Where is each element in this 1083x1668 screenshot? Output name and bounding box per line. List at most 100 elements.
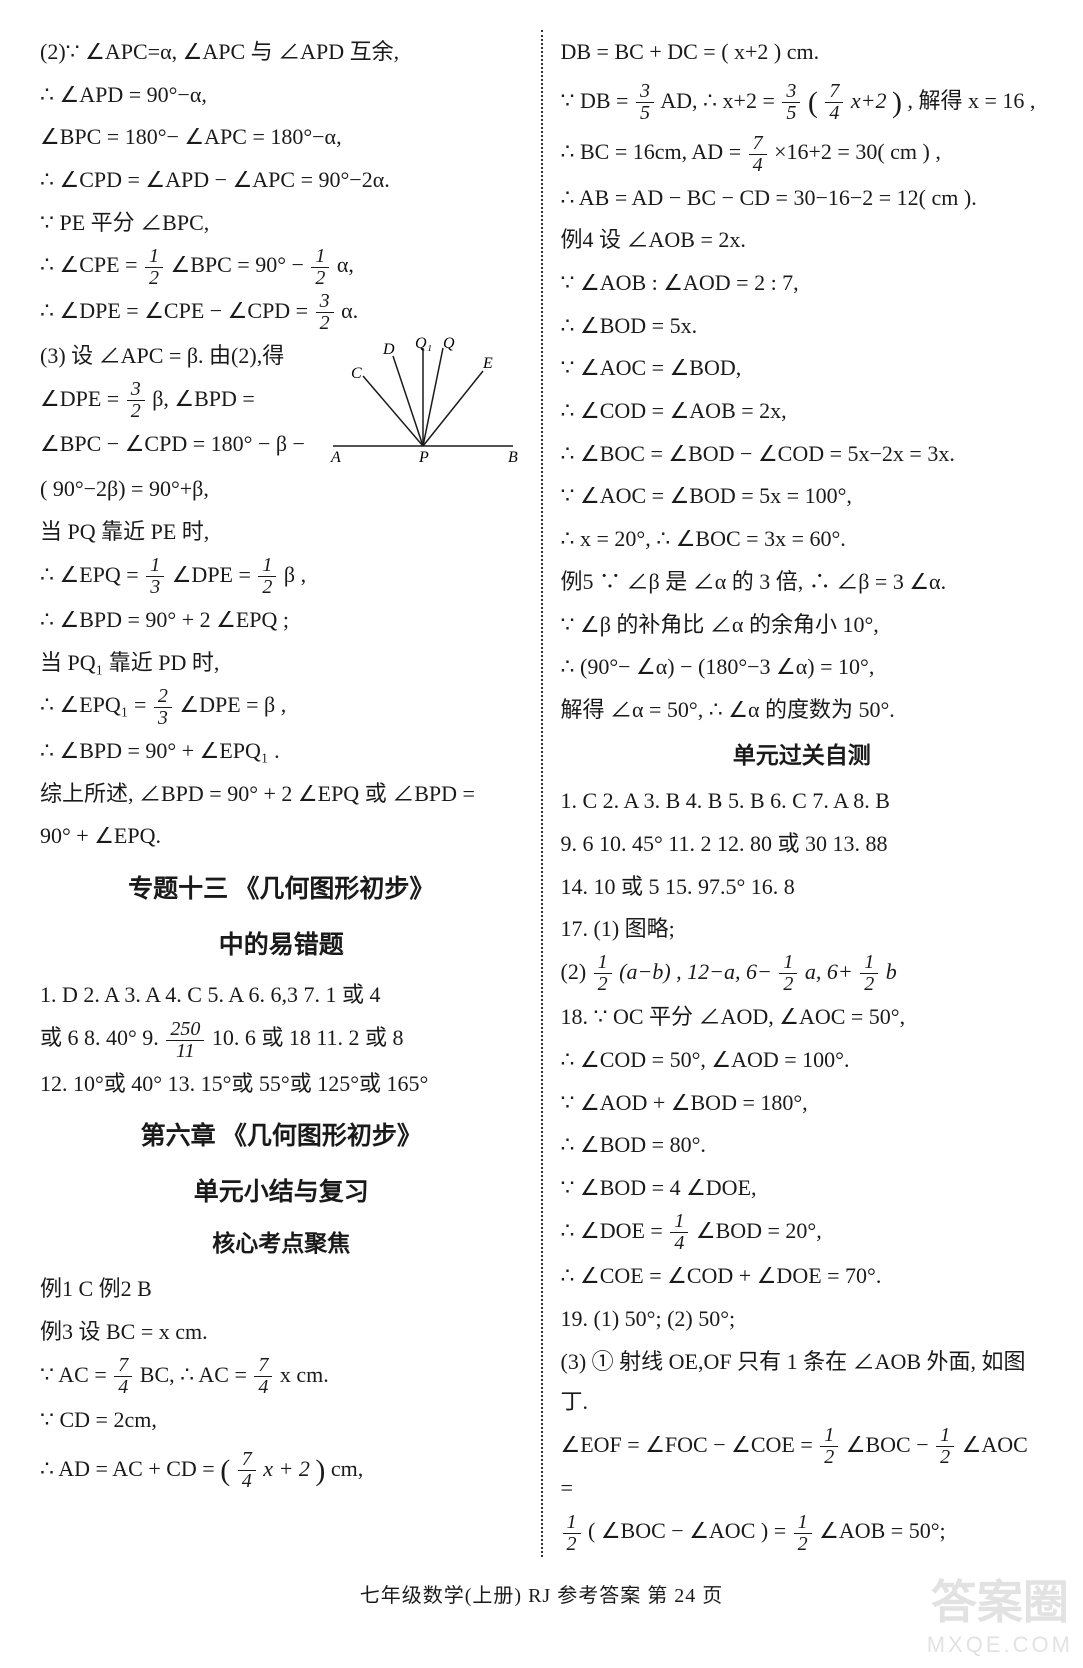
fraction: 25011: [166, 1019, 204, 1062]
geometry-figure: A B P C D Q₁ Q E: [323, 336, 523, 466]
text-line: ∴ ∠DPE = ∠CPE − ∠CPD = 32 α.: [40, 291, 523, 334]
seg: AD, ∴ x+2 =: [660, 87, 780, 112]
chapter-title: 第六章 《几何图形初步》: [40, 1114, 523, 1160]
section-title: 中的易错题: [40, 923, 523, 969]
text-line: ∵ ∠AOB : ∠AOD = 2 : 7,: [561, 263, 1044, 304]
fraction: 12: [258, 555, 276, 598]
text-line: ∴ x = 20°, ∴ ∠BOC = 3x = 60°.: [561, 519, 1044, 560]
text-line: ∵ ∠β 的补角比 ∠α 的余角小 10°,: [561, 605, 1044, 646]
seg: BC, ∴ AC =: [140, 1362, 253, 1387]
text-line: ∴ ∠COE = ∠COD + ∠DOE = 70°.: [561, 1256, 1044, 1297]
section-subtitle: 单元过关自测: [561, 735, 1044, 778]
fraction: 12: [311, 246, 329, 289]
seg: (a−b) , 12−a, 6−: [619, 959, 777, 984]
seg: ∴ BC = 16cm, AD =: [561, 139, 747, 164]
fraction: 12: [779, 952, 797, 995]
text-line: ∴ ∠BPD = 90° + 2 ∠EPQ ;: [40, 600, 523, 641]
seg: ∠DPE =: [40, 386, 125, 411]
text-line: ∵ ∠AOD + ∠BOD = 180°,: [561, 1083, 1044, 1124]
seg: ∠BOC −: [846, 1432, 934, 1457]
text-line: ∴ ∠BOD = 5x.: [561, 306, 1044, 347]
seg: (2): [561, 959, 592, 984]
seg: ∴ ∠CPE =: [40, 252, 143, 277]
fraction: 23: [154, 686, 172, 729]
text-line: ∵ ∠BOD = 4 ∠DOE,: [561, 1168, 1044, 1209]
text-line: ∠EOF = ∠FOC − ∠COE = 12 ∠BOC − 12 ∠AOC =: [561, 1425, 1044, 1509]
text-line: ∴ ∠EPQ = 13 ∠DPE = 12 β ,: [40, 555, 523, 598]
text-line: 12 ( ∠BOC − ∠AOC ) = 12 ∠AOB = 50°;: [561, 1511, 1044, 1554]
watermark: 答案圈 MXQE.COM: [927, 1566, 1073, 1658]
text-line: ∵ DB = 35 AD, ∴ x+2 = 35 ( 74 x+2 ) , 解得…: [561, 75, 1044, 131]
seg: ∠DPE =: [172, 562, 257, 587]
text-line: ∴ AD = AC + CD = ( 74 x + 2 ) cm,: [40, 1443, 523, 1499]
seg: ∠BPC = 90° −: [170, 252, 309, 277]
label-D: D: [382, 341, 395, 358]
text-line: ( 90°−2β) = 90°+β,: [40, 469, 523, 510]
text-line: ∴ (90°− ∠α) − (180°−3 ∠α) = 10°,: [561, 647, 1044, 688]
seg: ∴ ∠EPQ₁ =: [40, 692, 152, 717]
text-line: ∵ ∠AOC = ∠BOD,: [561, 348, 1044, 389]
text-line: 综上所述, ∠BPD = 90° + 2 ∠EPQ 或 ∠BPD =: [40, 774, 523, 815]
section-subtitle: 核心考点聚焦: [40, 1223, 523, 1266]
text-line: 例5 ∵ ∠β 是 ∠α 的 3 倍, ∴ ∠β = 3 ∠α.: [561, 562, 1044, 603]
text-line: ∴ ∠APD = 90°−α,: [40, 75, 523, 116]
fraction: 14: [670, 1211, 688, 1254]
text-line: ∴ BC = 16cm, AD = 74 ×16+2 = 30( cm ) ,: [561, 132, 1044, 175]
text-line: ∴ ∠COD = ∠AOB = 2x,: [561, 391, 1044, 432]
text-line: ∵ ∠AOC = ∠BOD = 5x = 100°,: [561, 476, 1044, 517]
text-line: DB = BC + DC = ( x+2 ) cm.: [561, 32, 1044, 73]
text-line: 解得 ∠α = 50°, ∴ ∠α 的度数为 50°.: [561, 690, 1044, 731]
fraction: 12: [860, 952, 878, 995]
text-line: ∴ ∠CPD = ∠APD − ∠APC = 90°−2α.: [40, 160, 523, 201]
text-line: 当 PQ₁ 靠近 PD 时,: [40, 643, 523, 684]
text-line: ∵ PE 平分 ∠BPC,: [40, 203, 523, 244]
chapter-title: 单元小结与复习: [40, 1170, 523, 1216]
label-A: A: [330, 449, 341, 466]
seg: β ,: [284, 562, 306, 587]
seg: ∴ AD = AC + CD =: [40, 1456, 220, 1481]
fraction: 12: [820, 1425, 838, 1468]
label-E: E: [482, 355, 493, 372]
fraction: 74: [114, 1355, 132, 1398]
paren: ): [315, 1454, 325, 1487]
fraction: 12: [936, 1425, 954, 1468]
fraction: 35: [782, 81, 800, 124]
label-Q: Q: [443, 336, 455, 352]
seg: ×16+2 = 30( cm ) ,: [774, 139, 941, 164]
seg: α,: [337, 252, 354, 277]
text-line: (2)∵ ∠APC=α, ∠APC 与 ∠APD 互余,: [40, 32, 523, 73]
answer-line: 12. 10°或 40° 13. 15°或 55°或 125°或 165°: [40, 1064, 523, 1105]
page-footer: 七年级数学(上册) RJ 参考答案 第 24 页: [40, 1579, 1043, 1608]
watermark-url: MXQE.COM: [927, 1632, 1073, 1658]
seg: , 解得 x = 16 ,: [907, 87, 1035, 112]
seg: ∠DPE = β ,: [179, 692, 286, 717]
fraction: 12: [145, 246, 163, 289]
answer-line: 1. C 2. A 3. B 4. B 5. B 6. C 7. A 8. B: [561, 781, 1044, 822]
section-title: 专题十三 《几何图形初步》: [40, 867, 523, 913]
text-line: 19. (1) 50°; (2) 50°;: [561, 1299, 1044, 1340]
text-line: 18. ∵ OC 平分 ∠AOD, ∠AOC = 50°,: [561, 997, 1044, 1038]
fraction: 13: [146, 555, 164, 598]
seg: x+2: [851, 87, 887, 112]
text-line: ∴ ∠CPE = 12 ∠BPC = 90° − 12 α,: [40, 245, 523, 288]
fraction: 74: [238, 1449, 256, 1492]
paren: ): [892, 86, 902, 119]
seg: ∠AOB = 50°;: [819, 1518, 946, 1543]
text-line: ∵ CD = 2cm,: [40, 1400, 523, 1441]
fraction: 12: [794, 1512, 812, 1555]
text-line: 90° + ∠EPQ.: [40, 816, 523, 857]
fraction: 74: [254, 1355, 272, 1398]
text-line: ∠BPC = 180°− ∠APC = 180°−α,: [40, 117, 523, 158]
fraction: 32: [316, 291, 334, 334]
seg: ∴ ∠DOE =: [561, 1218, 669, 1243]
answer-line: 14. 10 或 5 15. 97.5° 16. 8: [561, 867, 1044, 908]
seg: ∠BOD = 20°,: [696, 1218, 822, 1243]
seg: 或 6 8. 40° 9.: [40, 1025, 164, 1050]
text-line: 例3 设 BC = x cm.: [40, 1312, 523, 1353]
answer-line: 17. (1) 图略;: [561, 909, 1044, 950]
text-line: ∵ AC = 74 BC, ∴ AC = 74 x cm.: [40, 1355, 523, 1398]
label-C: C: [351, 365, 362, 382]
page: (2)∵ ∠APC=α, ∠APC 与 ∠APD 互余, ∴ ∠APD = 90…: [0, 0, 1083, 1668]
seg: ∠EOF = ∠FOC − ∠COE =: [561, 1432, 819, 1457]
seg: α.: [341, 298, 358, 323]
